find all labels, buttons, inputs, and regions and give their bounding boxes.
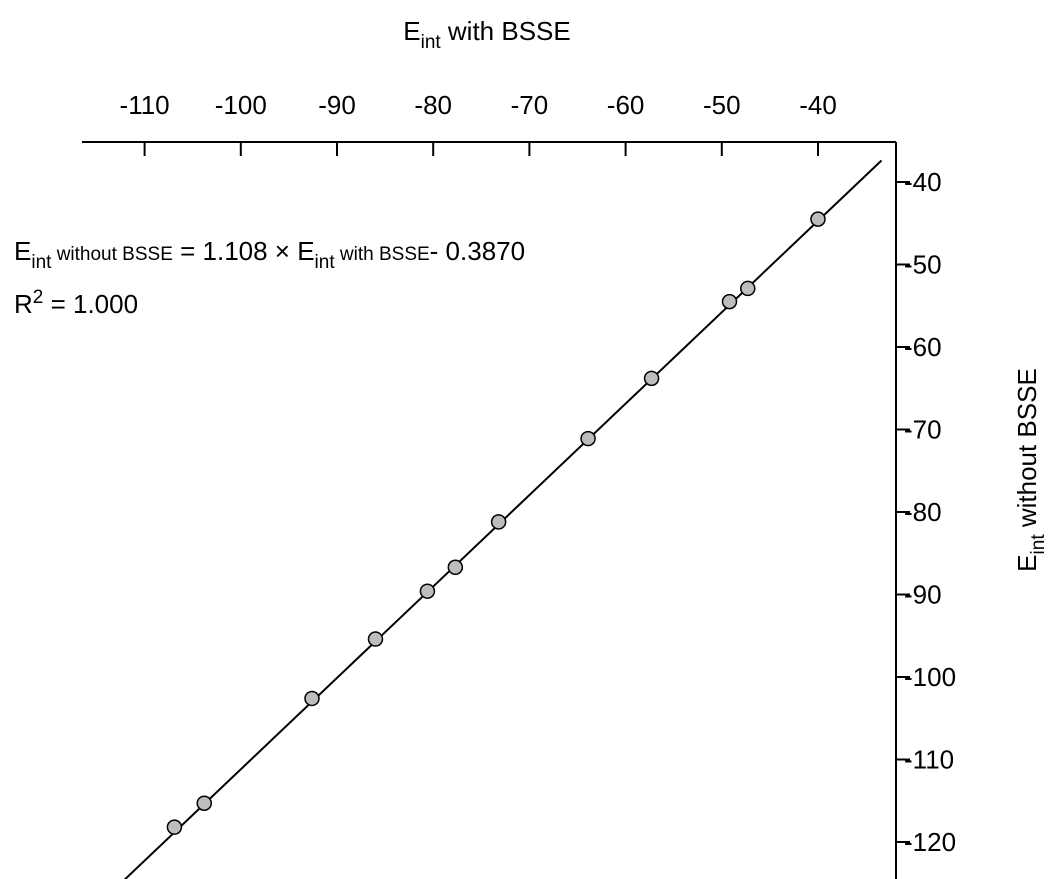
x-tick-label: -90 bbox=[318, 90, 356, 120]
x-tick-label: -110 bbox=[120, 90, 170, 120]
r-squared-main: R bbox=[14, 289, 33, 319]
y-tick-label: -90 bbox=[904, 580, 942, 610]
x-tick-label: -70 bbox=[511, 90, 549, 120]
x-tick-label: -40 bbox=[799, 90, 837, 120]
y-axis-title-sub: int bbox=[1028, 534, 1049, 555]
data-point bbox=[166, 819, 183, 835]
y-tick-label: -50 bbox=[904, 250, 942, 280]
x-tick-label: -60 bbox=[607, 90, 645, 120]
x-axis-title-sub: int bbox=[421, 32, 442, 53]
y-axis-title-main: E bbox=[1012, 554, 1042, 571]
regression-line bbox=[123, 159, 883, 879]
r-squared-rest: = 1.000 bbox=[43, 289, 138, 319]
equation-lhs-rest: without BSSE bbox=[51, 244, 172, 265]
y-tick-label: -40 bbox=[904, 167, 942, 197]
y-tick-label: -80 bbox=[904, 497, 942, 527]
y-tick-label: -110 bbox=[904, 745, 954, 775]
y-axis-title-rest: without BSSE bbox=[1012, 368, 1042, 534]
x-axis-title: Eint with BSSE bbox=[403, 16, 570, 53]
y-tick-label: -60 bbox=[904, 332, 942, 362]
x-tick-label: -80 bbox=[414, 90, 452, 120]
data-point bbox=[643, 370, 660, 387]
y-tick-label: -120 bbox=[904, 827, 956, 857]
data-point bbox=[367, 631, 384, 647]
data-point bbox=[810, 211, 826, 227]
x-tick-label: -50 bbox=[703, 90, 741, 120]
equation-lhs-main: E bbox=[14, 236, 31, 266]
data-point bbox=[721, 293, 738, 310]
fit-line-layer bbox=[123, 159, 883, 879]
regression-equation: Eint without BSSE = 1.108 × Eint with BS… bbox=[14, 236, 525, 273]
data-point bbox=[419, 583, 436, 599]
r-squared-label: R2 = 1.000 bbox=[14, 287, 138, 319]
equation-rhs-rest: with BSSE bbox=[335, 244, 430, 265]
x-tick-label: -100 bbox=[215, 90, 267, 120]
x-axis-title-rest: with BSSE bbox=[441, 16, 571, 46]
x-axis-ticks: -110 -100 -90 -80 -70 -60 -50 -40 bbox=[120, 90, 837, 156]
equation-lhs-sub: int bbox=[31, 252, 52, 273]
equation-rhs-sub: int bbox=[315, 252, 336, 273]
data-point bbox=[304, 690, 320, 707]
data-point bbox=[196, 795, 212, 811]
equation-tail: - 0.3870 bbox=[430, 236, 525, 266]
points-layer bbox=[166, 211, 826, 835]
data-point bbox=[490, 514, 507, 530]
y-axis-ticks: -40 -50 -60 -70 -80 -90 -100 -110 -120 bbox=[896, 167, 956, 857]
data-point bbox=[447, 559, 464, 576]
data-point bbox=[740, 280, 756, 297]
y-tick-label: -100 bbox=[904, 662, 956, 692]
y-axis-title: Eint without BSSE bbox=[1012, 368, 1049, 572]
x-axis-title-main: E bbox=[403, 16, 420, 46]
data-point bbox=[580, 430, 596, 447]
equation-mid: = 1.108 × E bbox=[173, 236, 315, 266]
y-tick-label: -70 bbox=[904, 415, 942, 445]
r-squared-sup: 2 bbox=[33, 287, 44, 308]
